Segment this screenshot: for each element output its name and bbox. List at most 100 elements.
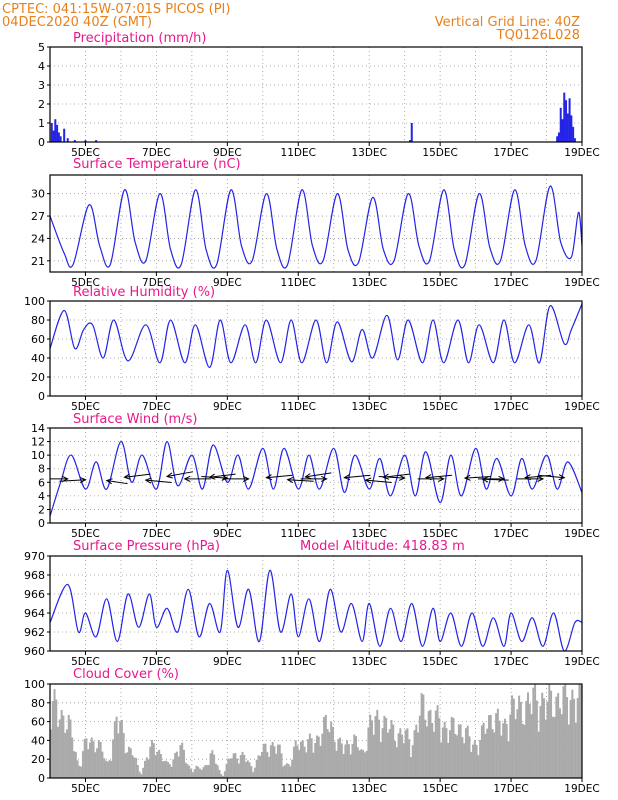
cloud-bar [477, 755, 480, 778]
wind-arrow-head [165, 472, 173, 479]
cloud-bar [331, 726, 334, 778]
wind-arrow-head [105, 478, 113, 485]
cloud-bar [243, 754, 246, 778]
cloud-bar [223, 771, 226, 778]
x-tick-label: 19DEC [564, 147, 599, 159]
cloud-bar [69, 719, 72, 778]
cloud-bar [346, 740, 349, 778]
cloud-bar [358, 750, 361, 778]
cloud-bar [378, 719, 381, 778]
cloud-bar [285, 763, 288, 778]
cloud-bar [362, 749, 365, 778]
x-tick-label: 5DEC [71, 401, 100, 413]
cloud-bar [266, 752, 269, 778]
cloud-bar [112, 739, 115, 778]
cloud-bar [369, 714, 372, 778]
cloud-bar [104, 760, 107, 778]
wind-arrow-head [558, 474, 566, 481]
cloud-bar [90, 737, 93, 778]
cloud-bar [340, 743, 343, 778]
cloud-bar [216, 765, 219, 778]
cloud-bar [83, 738, 86, 778]
cloud-bar [553, 716, 556, 778]
cloud-bar [183, 749, 185, 778]
cloud-bar [397, 733, 400, 778]
cloud-bar [372, 734, 375, 778]
cloud-bar [193, 769, 196, 778]
cloud-bar [564, 684, 567, 778]
cloud-bar [507, 741, 510, 778]
wind-arrow [378, 475, 405, 479]
y-tick-label: 30 [31, 188, 45, 201]
precip-bar [561, 119, 564, 142]
x-tick-label: 19DEC [564, 401, 599, 413]
series-line [50, 303, 582, 369]
wind-arrow-head [286, 476, 294, 484]
x-tick-label: 17DEC [493, 147, 528, 159]
x-tick-label: 9DEC [213, 277, 242, 289]
cloud-bar [206, 765, 209, 778]
cloud-bar [548, 684, 551, 778]
cloud-bar [220, 774, 223, 778]
x-tick-label: 7DEC [142, 147, 171, 159]
cloud-bar [551, 716, 554, 778]
x-tick-label: 13DEC [351, 783, 386, 795]
wind-arrow-head [183, 475, 191, 482]
wind-arrow-head [79, 476, 87, 484]
cloud-bar [402, 743, 405, 778]
cloud-bar [115, 716, 118, 778]
y-tick-label: 12 [31, 436, 45, 449]
cloud-bar [328, 732, 331, 778]
wind-arrow [59, 479, 86, 482]
cloud-bar [411, 745, 414, 778]
wind-arrow-head [438, 475, 445, 482]
cloud-bar [190, 769, 193, 778]
x-tick-label: 17DEC [493, 528, 528, 540]
cloud-bar [546, 701, 549, 778]
cloud-bar [535, 700, 538, 778]
y-tick-label: 100 [24, 678, 45, 691]
precip-bar [59, 136, 62, 142]
cloud-bar [76, 760, 79, 778]
precip-bar [559, 107, 562, 142]
cloud-bar [537, 731, 540, 778]
cloud-bar [195, 765, 198, 778]
cloud-bar [390, 720, 393, 778]
cloud-bar [209, 753, 212, 778]
cloud-bar [85, 738, 88, 778]
cloud-bar [99, 741, 102, 778]
precip-bar [54, 119, 57, 142]
precip-bar [563, 92, 566, 142]
x-tick-label: 9DEC [213, 656, 242, 668]
cloud-bar [401, 734, 404, 778]
y-tick-label: 0 [38, 390, 45, 403]
cloud-bar [236, 758, 239, 778]
y-tick-label: 964 [24, 607, 45, 620]
cloud-bar [450, 716, 453, 778]
panel-rh: Relative Humidity (%) 0 20 40 60 80 100 5DEC 7DE… [24, 285, 600, 413]
x-tick-label: 19DEC [564, 528, 599, 540]
cloud-bar [113, 721, 116, 778]
cloud-bar [516, 709, 519, 778]
cloud-bar [71, 737, 74, 778]
cloud-bar [363, 752, 366, 778]
cloud-bar [237, 763, 240, 778]
cloud-bar [191, 772, 194, 778]
y-tick-label: 3 [38, 79, 45, 92]
cloud-bar [158, 749, 161, 778]
cloud-bar [319, 745, 322, 778]
cloud-bar [53, 689, 56, 778]
cloud-bar [255, 759, 258, 778]
wind-arrow-head [304, 473, 312, 480]
wind-arrow [538, 474, 565, 479]
cloud-bar [280, 753, 283, 778]
cloud-bar [388, 729, 391, 778]
cloud-bar [486, 728, 489, 778]
x-tick-label: 17DEC [493, 656, 528, 668]
precip-bar [573, 138, 576, 142]
cloud-bar [441, 727, 444, 778]
cloud-bar [321, 733, 324, 778]
cloud-bar [342, 754, 345, 778]
cloud-bar [174, 752, 177, 778]
precip-bar [566, 113, 569, 142]
